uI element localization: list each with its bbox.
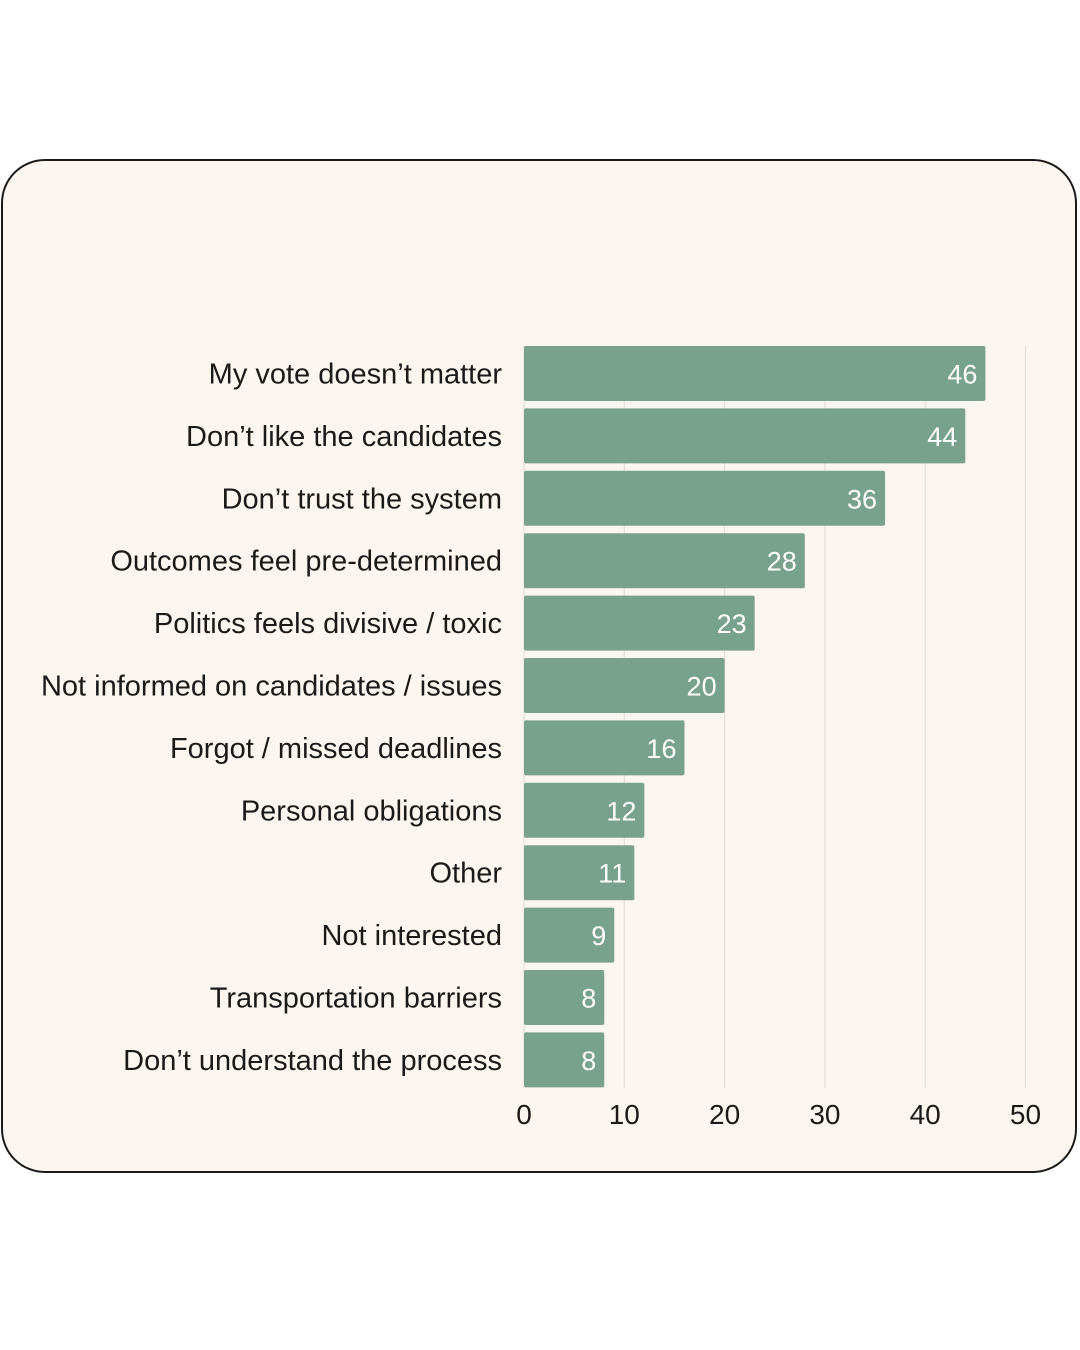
- category-label: Forgot / missed deadlines: [170, 733, 502, 765]
- x-tick-label: 40: [910, 1099, 941, 1130]
- bar-value-label: 11: [598, 859, 626, 889]
- bar: [524, 907, 615, 963]
- bar-value-label: 9: [591, 921, 606, 951]
- category-label: Transportation barriers: [210, 983, 502, 1015]
- bar: [524, 720, 685, 776]
- x-tick-label: 10: [609, 1099, 640, 1130]
- category-label: Politics feels divisive / toxic: [154, 608, 502, 640]
- value-labels: 46 44 36 28 23 20 16 12 11 9 8 8: [581, 360, 977, 1076]
- bar-value-label: 44: [927, 422, 957, 452]
- bars: [524, 346, 986, 1088]
- category-label: Not interested: [321, 920, 502, 952]
- x-tick-label: 50: [1010, 1099, 1041, 1130]
- bar: [524, 970, 605, 1025]
- bar: [524, 1032, 605, 1088]
- x-axis-ticks: 0 10 20 30 40 50: [516, 1099, 1041, 1130]
- category-label: Don’t understand the process: [123, 1045, 502, 1077]
- bar: [524, 782, 645, 838]
- category-label: Outcomes feel pre-determined: [110, 546, 502, 578]
- bar: [524, 845, 635, 901]
- bar-value-label: 23: [717, 609, 747, 639]
- x-tick-label: 30: [809, 1099, 840, 1130]
- bar-value-label: 46: [947, 360, 977, 390]
- bar: [524, 533, 805, 589]
- bar-value-label: 16: [646, 734, 676, 764]
- bar: [524, 595, 755, 651]
- bar-value-label: 36: [847, 484, 877, 514]
- bar-value-label: 12: [606, 796, 636, 826]
- category-label: Personal obligations: [241, 795, 502, 827]
- category-label: My vote doesn’t matter: [209, 359, 503, 391]
- bar-value-label: 20: [687, 672, 717, 702]
- x-tick-label: 0: [516, 1099, 532, 1130]
- x-tick-label: 20: [709, 1099, 740, 1130]
- category-label: Don’t like the candidates: [186, 421, 502, 453]
- category-label: Not informed on candidates / issues: [41, 671, 502, 703]
- bar-value-label: 8: [581, 1046, 596, 1076]
- category-label: Other: [429, 858, 502, 890]
- category-label: Don’t trust the system: [222, 483, 502, 515]
- gridlines: [523, 346, 1027, 1088]
- bar-value-label: 8: [581, 984, 596, 1014]
- bar-value-label: 28: [767, 547, 797, 577]
- bar: [524, 470, 886, 526]
- bar: [524, 346, 986, 401]
- bar: [524, 408, 966, 464]
- bar: [524, 658, 725, 713]
- category-labels: My vote doesn’t matter Don’t like the can…: [41, 359, 502, 1077]
